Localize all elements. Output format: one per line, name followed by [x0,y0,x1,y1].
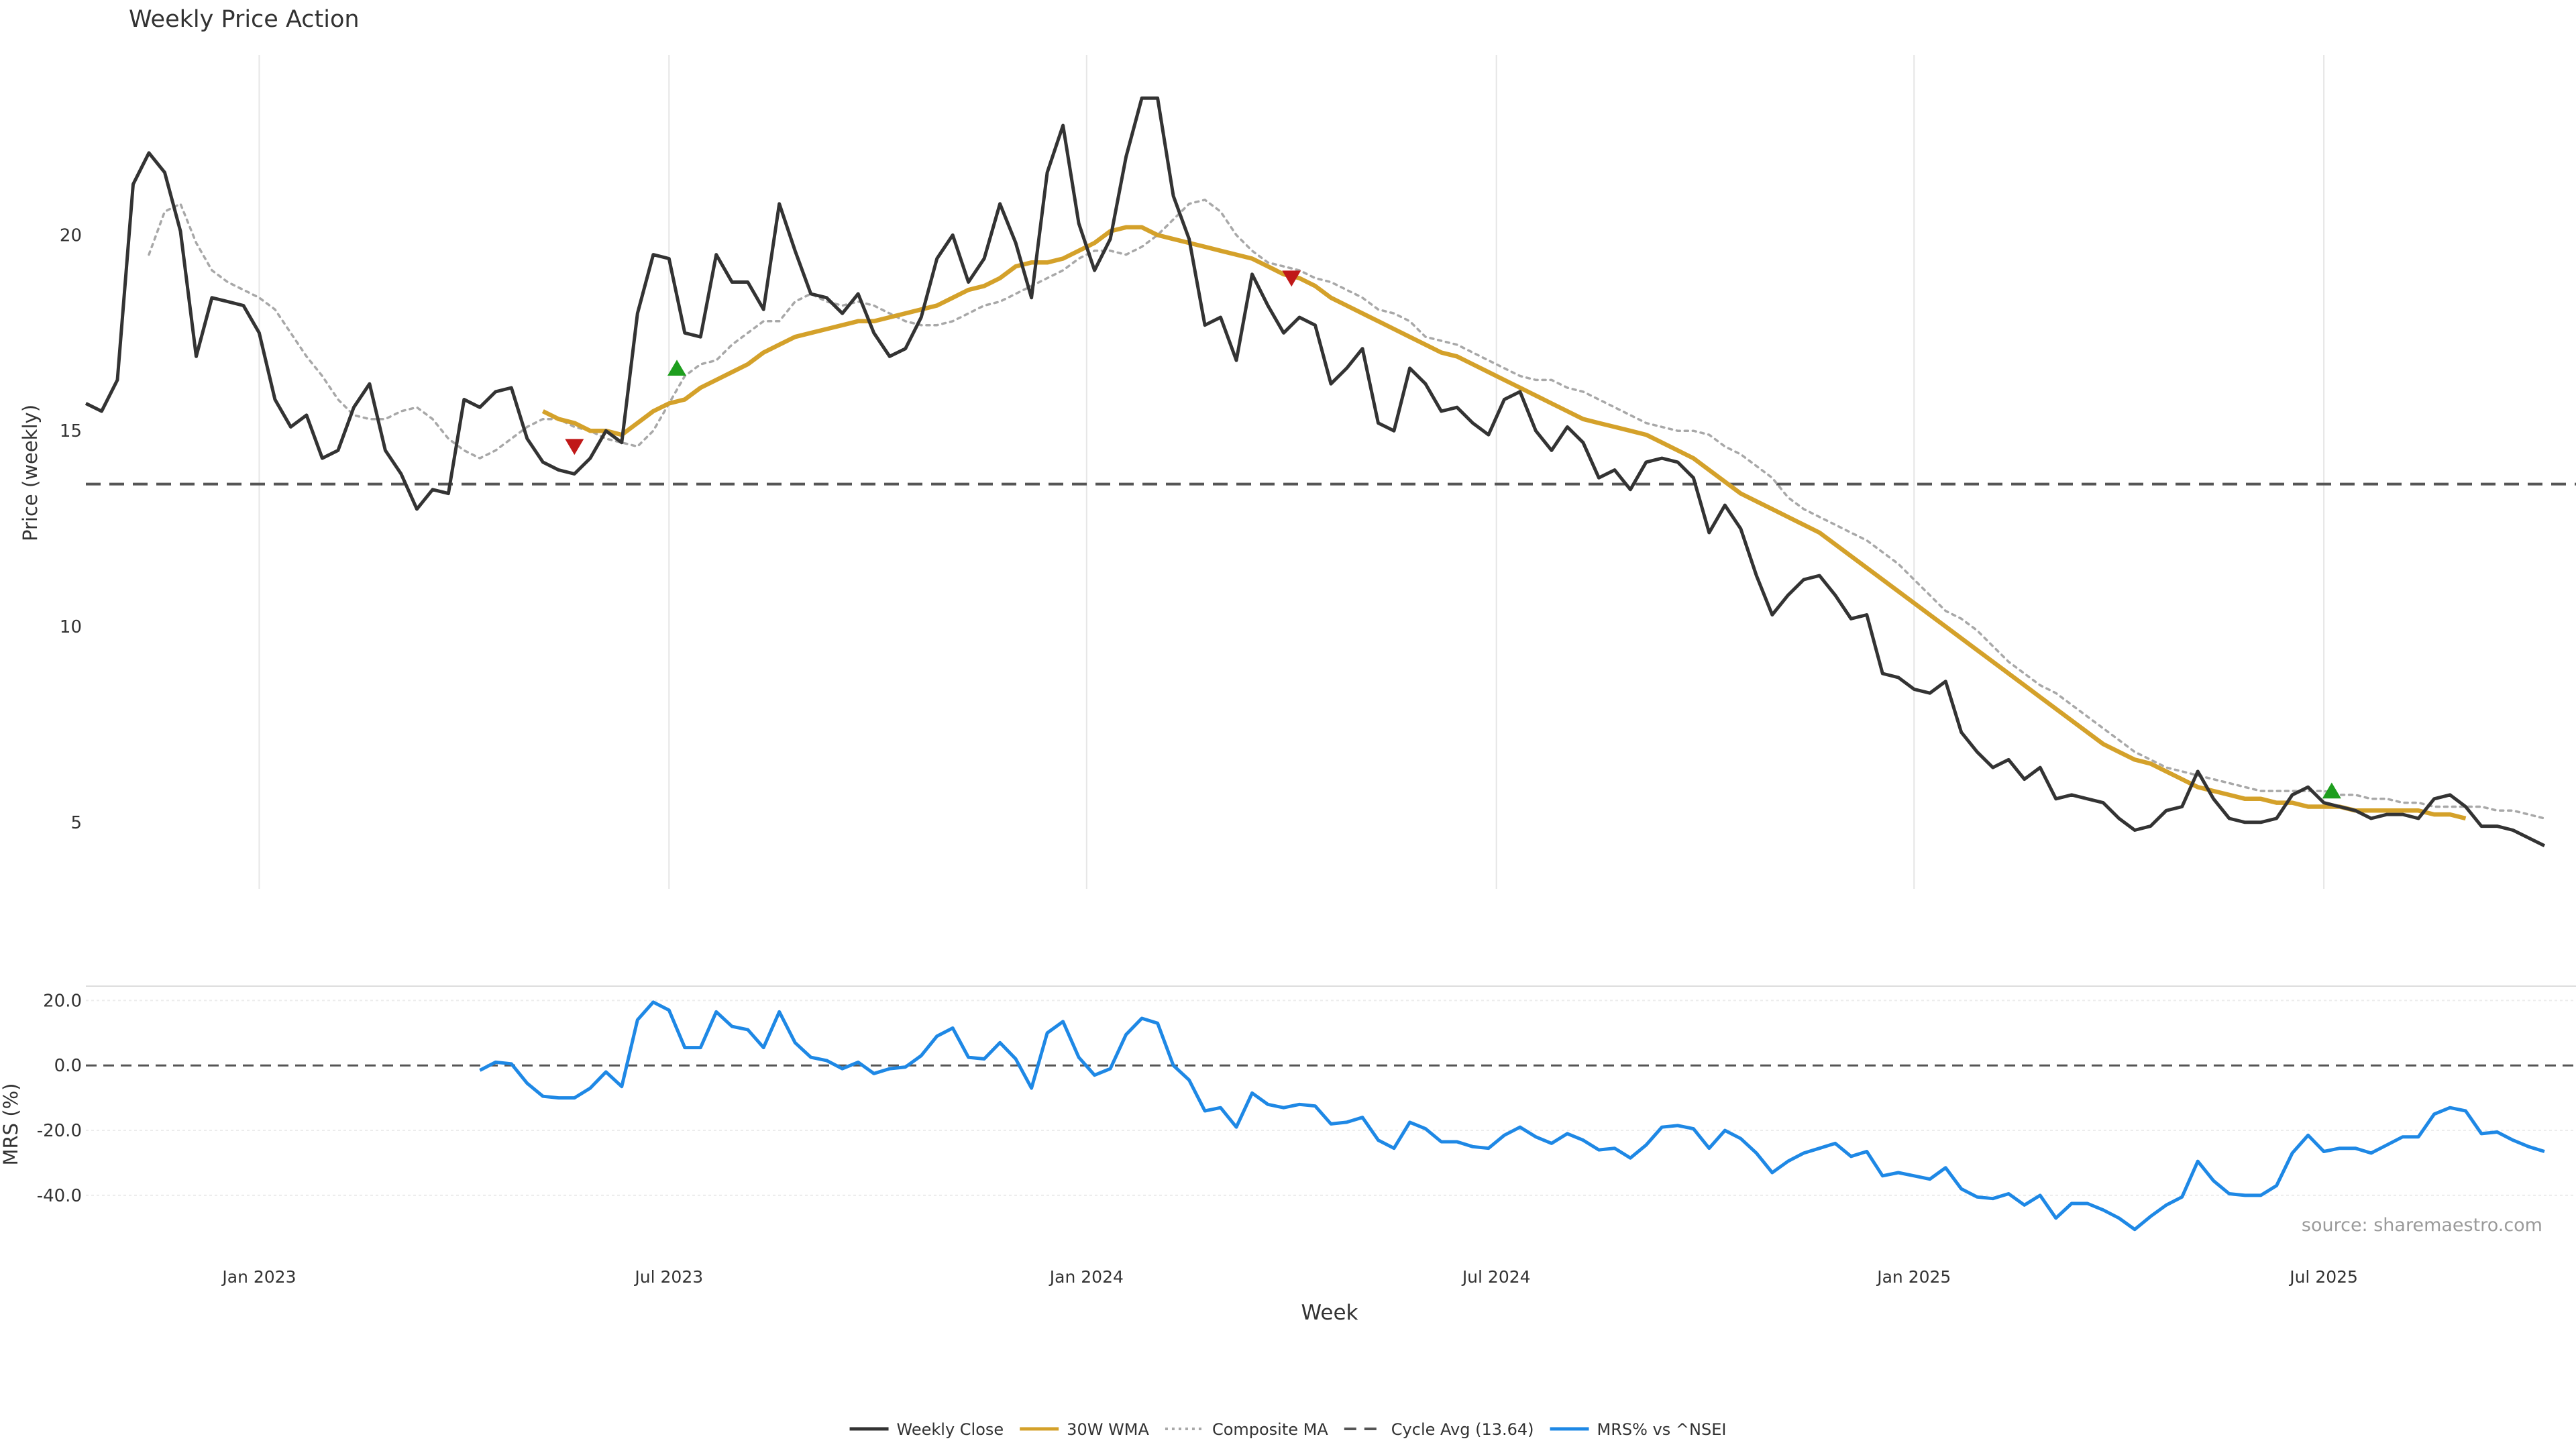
x-tick-label: Jan 2024 [1049,1267,1124,1287]
mrs-y-tick-label: -20.0 [37,1121,82,1141]
price-y-label: Price (weekly) [19,405,42,541]
mrs-gridlines [86,1000,2576,1196]
mrs-y-ticks: 20.0 0.0 -20.0 -40.0 [37,991,82,1206]
price-y-tick-label: 5 [70,813,82,833]
mrs-y-tick-label: -40.0 [37,1186,82,1206]
sell-signal-marker [1282,270,1301,287]
legend-label: Composite MA [1212,1420,1328,1439]
x-tick-label: Jan 2023 [221,1267,296,1287]
price-y-ticks: 5 10 15 20 [60,225,82,833]
x-axis-ticks: Jan 2023 Jul 2023 Jan 2024 Jul 2024 Jan 2025… [221,1267,2358,1287]
price-gridlines [258,55,2325,889]
mrs-y-label: MRS (%) [0,1083,22,1166]
buy-signal-marker [667,360,687,376]
x-axis-label: Week [1301,1301,1358,1325]
wma-30w-line [541,225,2467,821]
legend: Weekly Close 30W WMA Composite MA Cycle Avg… [849,1420,1727,1439]
weekly-close-line [85,96,2546,848]
legend-label: Cycle Avg (13.64) [1391,1420,1534,1439]
legend-label: 30W WMA [1067,1420,1149,1439]
x-tick-label: Jul 2023 [633,1267,703,1287]
chart-title: Weekly Price Action [129,6,360,33]
mrs-line [479,1000,2545,1232]
composite-ma-line [148,198,2546,820]
price-y-tick-label: 10 [60,617,82,637]
mrs-y-tick-label: 0.0 [54,1056,82,1076]
source-label: source: sharemaestro.com [2302,1215,2542,1236]
mrs-panel: 20.0 0.0 -20.0 -40.0 MRS (%) source: sharem… [0,985,2576,1236]
x-tick-label: Jul 2024 [1461,1267,1531,1287]
legend-label: MRS% vs ^NSEI [1597,1420,1727,1439]
legend-label: Weekly Close [897,1420,1004,1439]
price-y-tick-label: 20 [60,225,82,246]
x-tick-label: Jan 2025 [1876,1267,1951,1287]
price-panel: 5 10 15 20 Price (weekly) [19,55,2576,889]
price-y-tick-label: 15 [60,421,82,441]
x-tick-label: Jul 2025 [2288,1267,2358,1287]
sell-signal-marker [565,439,584,455]
signal-markers [565,270,2341,799]
mrs-y-tick-label: 20.0 [43,991,82,1011]
buy-signal-marker [2322,782,2341,799]
